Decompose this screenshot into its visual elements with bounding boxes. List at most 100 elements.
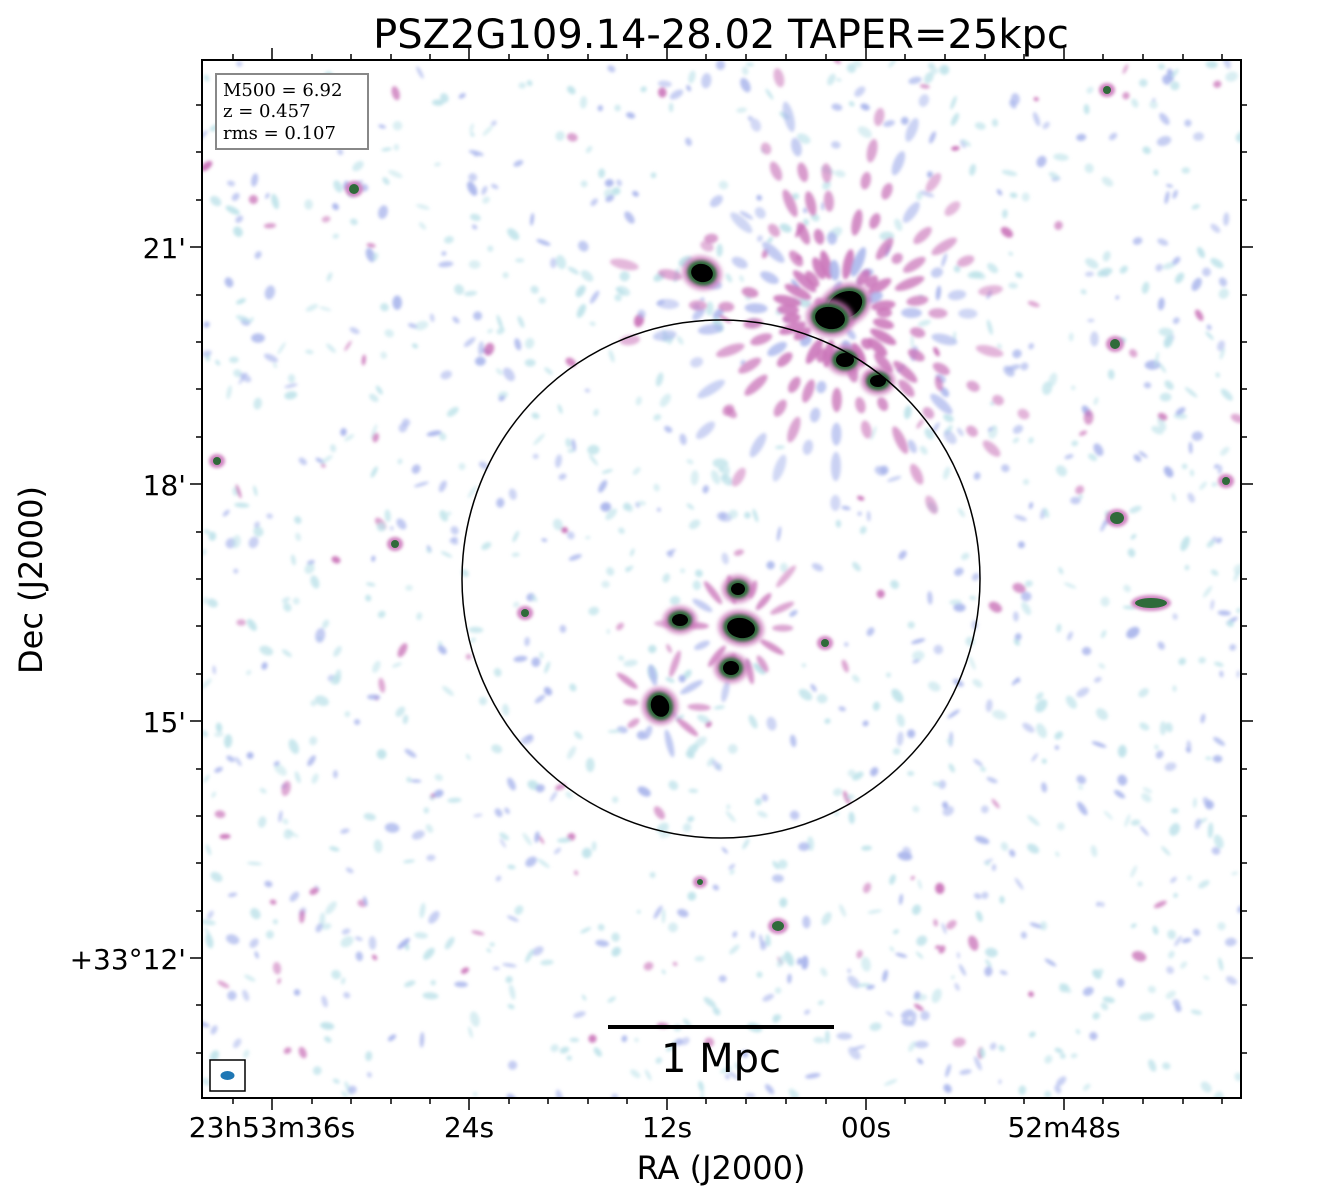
noise-blob xyxy=(718,975,727,983)
noise-blob xyxy=(702,485,709,494)
noise-blob xyxy=(1087,318,1095,323)
noise-blob xyxy=(734,1062,741,1071)
noise-blob xyxy=(1020,591,1032,602)
artifact-streak xyxy=(809,407,821,423)
noise-blob xyxy=(469,1011,480,1027)
noise-blob xyxy=(619,271,630,282)
noise-blob xyxy=(1223,60,1231,69)
noise-blob xyxy=(1186,740,1192,753)
noise-blob xyxy=(1021,601,1032,616)
noise-blob xyxy=(900,1009,914,1019)
noise-blob xyxy=(1172,256,1181,265)
artifact-streak xyxy=(802,379,815,403)
noise-blob xyxy=(1162,74,1172,85)
artifact-streak xyxy=(773,68,785,88)
noise-blob xyxy=(992,425,997,430)
noise-blob xyxy=(932,422,940,433)
noise-blob xyxy=(772,1014,782,1022)
noise-blob xyxy=(756,971,763,978)
noise-blob xyxy=(309,736,318,746)
noise-blob xyxy=(1192,797,1197,808)
noise-blob xyxy=(215,722,223,733)
noise-blob xyxy=(866,510,871,522)
noise-blob xyxy=(429,795,435,801)
noise-blob xyxy=(1028,437,1034,444)
noise-blob xyxy=(387,1034,397,1042)
noise-blob xyxy=(896,731,904,747)
artifact-streak xyxy=(784,283,812,300)
noise-blob xyxy=(686,459,694,465)
noise-blob xyxy=(203,74,210,82)
noise-blob xyxy=(796,133,811,144)
noise-blob xyxy=(538,297,546,304)
noise-blob xyxy=(802,207,808,214)
noise-blob xyxy=(361,354,366,366)
noise-blob xyxy=(669,89,684,100)
noise-blob xyxy=(513,655,528,662)
noise-blob xyxy=(841,505,851,511)
noise-blob xyxy=(1100,596,1110,607)
noise-blob xyxy=(1157,297,1165,311)
artifact-streak xyxy=(779,321,806,335)
noise-blob xyxy=(411,464,421,474)
noise-blob xyxy=(606,628,610,635)
noise-blob xyxy=(705,301,714,316)
noise-blob xyxy=(499,832,510,841)
noise-blob xyxy=(508,984,516,1000)
noise-blob xyxy=(911,638,926,644)
noise-blob xyxy=(611,932,620,942)
noise-blob xyxy=(866,627,875,637)
noise-blob xyxy=(378,677,386,693)
noise-blob xyxy=(685,750,695,759)
noise-blob xyxy=(624,211,635,224)
noise-blob xyxy=(1197,246,1205,259)
noise-blob xyxy=(508,488,517,500)
noise-blob xyxy=(958,964,967,976)
noise-blob xyxy=(942,805,954,817)
noise-blob xyxy=(344,434,355,442)
noise-blob xyxy=(690,470,699,486)
artifact-streak xyxy=(982,440,1001,457)
noise-blob xyxy=(1130,819,1141,826)
noise-blob xyxy=(1001,464,1010,473)
noise-blob xyxy=(754,798,762,806)
artifact-streak xyxy=(787,416,801,443)
noise-blob xyxy=(920,1010,930,1021)
artifact-streak xyxy=(958,308,978,319)
noise-blob xyxy=(662,573,671,583)
x-axis-label: RA (J2000) xyxy=(637,1149,806,1187)
noise-blob xyxy=(1117,744,1127,758)
faint-source-core xyxy=(821,639,829,647)
noise-blob xyxy=(434,774,443,781)
noise-blob xyxy=(598,168,606,179)
noise-blob xyxy=(378,205,388,219)
source-core xyxy=(731,583,745,595)
noise-blob xyxy=(772,874,784,883)
noise-blob xyxy=(703,996,716,1008)
noise-blob xyxy=(532,453,539,460)
noise-blob xyxy=(225,205,240,215)
noise-blob xyxy=(1124,814,1131,828)
noise-blob xyxy=(398,423,408,433)
noise-blob xyxy=(685,137,692,147)
noise-blob xyxy=(1130,533,1137,540)
noise-blob xyxy=(756,235,763,242)
noise-blob xyxy=(981,891,989,900)
noise-blob xyxy=(226,180,236,187)
noise-blob xyxy=(544,367,553,375)
noise-blob xyxy=(202,596,208,605)
noise-blob xyxy=(304,199,313,210)
artifact-streak xyxy=(913,226,932,245)
noise-blob xyxy=(712,1007,721,1016)
noise-blob xyxy=(1130,865,1138,878)
noise-blob xyxy=(655,372,664,387)
noise-blob xyxy=(648,644,657,654)
artifact-streak xyxy=(669,650,681,678)
noise-blob xyxy=(470,132,475,137)
artifact-streak xyxy=(910,463,924,485)
noise-blob xyxy=(422,992,439,1000)
noise-blob xyxy=(514,338,522,351)
noise-blob xyxy=(969,595,976,600)
noise-blob xyxy=(281,597,291,603)
noise-blob xyxy=(392,295,402,310)
